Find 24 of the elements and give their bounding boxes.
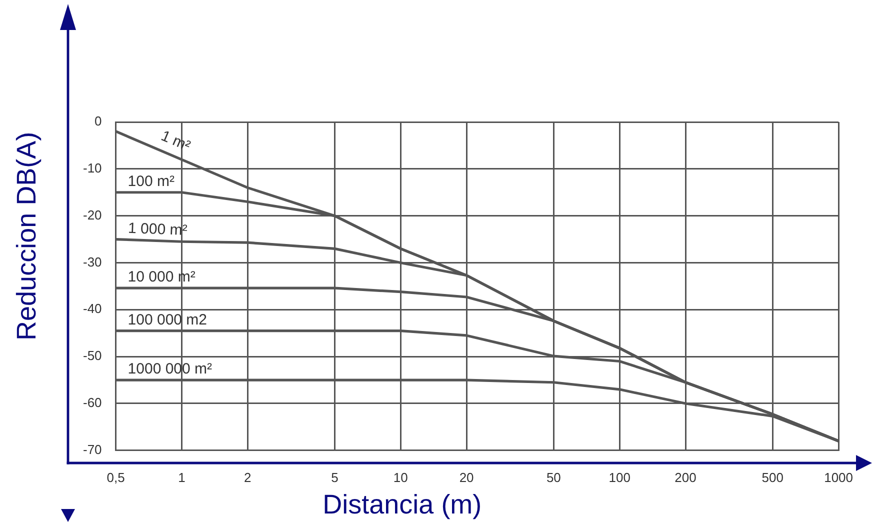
x-tick-label: 100 <box>608 470 630 485</box>
y-tick-label: -20 <box>82 207 102 222</box>
y-tick-label: -70 <box>82 442 102 457</box>
series-label: 1 000 m² <box>128 220 188 240</box>
series-label: 100 m² <box>128 173 174 190</box>
y-tick-label: -50 <box>82 348 102 364</box>
x-tick-label: 2 <box>244 470 252 485</box>
y-tick-label: -30 <box>82 254 102 270</box>
x-tick-label: 50 <box>546 470 561 485</box>
x-tick-label: 1 <box>178 470 186 485</box>
x-tick-label: 20 <box>459 470 474 485</box>
x-tick-label: 10 <box>393 470 408 485</box>
y-tick-label: -10 <box>82 160 102 176</box>
y-tick-label: -60 <box>82 395 102 410</box>
text: 1 m² <box>158 127 193 155</box>
x-tick-label: 200 <box>674 470 696 485</box>
y-tick-label: -40 <box>82 301 102 316</box>
x-tick-label: 5 <box>331 470 338 485</box>
x-axis-title: Distancia (m) <box>322 489 482 520</box>
x-tick-label: 1000 <box>824 470 853 485</box>
y-axis-title: Reduccion DB(A) <box>11 132 42 340</box>
x-tick-label: 500 <box>762 470 784 485</box>
y-tick-label: 0 <box>94 114 102 129</box>
x-tick-label: 0,5 <box>106 470 125 485</box>
